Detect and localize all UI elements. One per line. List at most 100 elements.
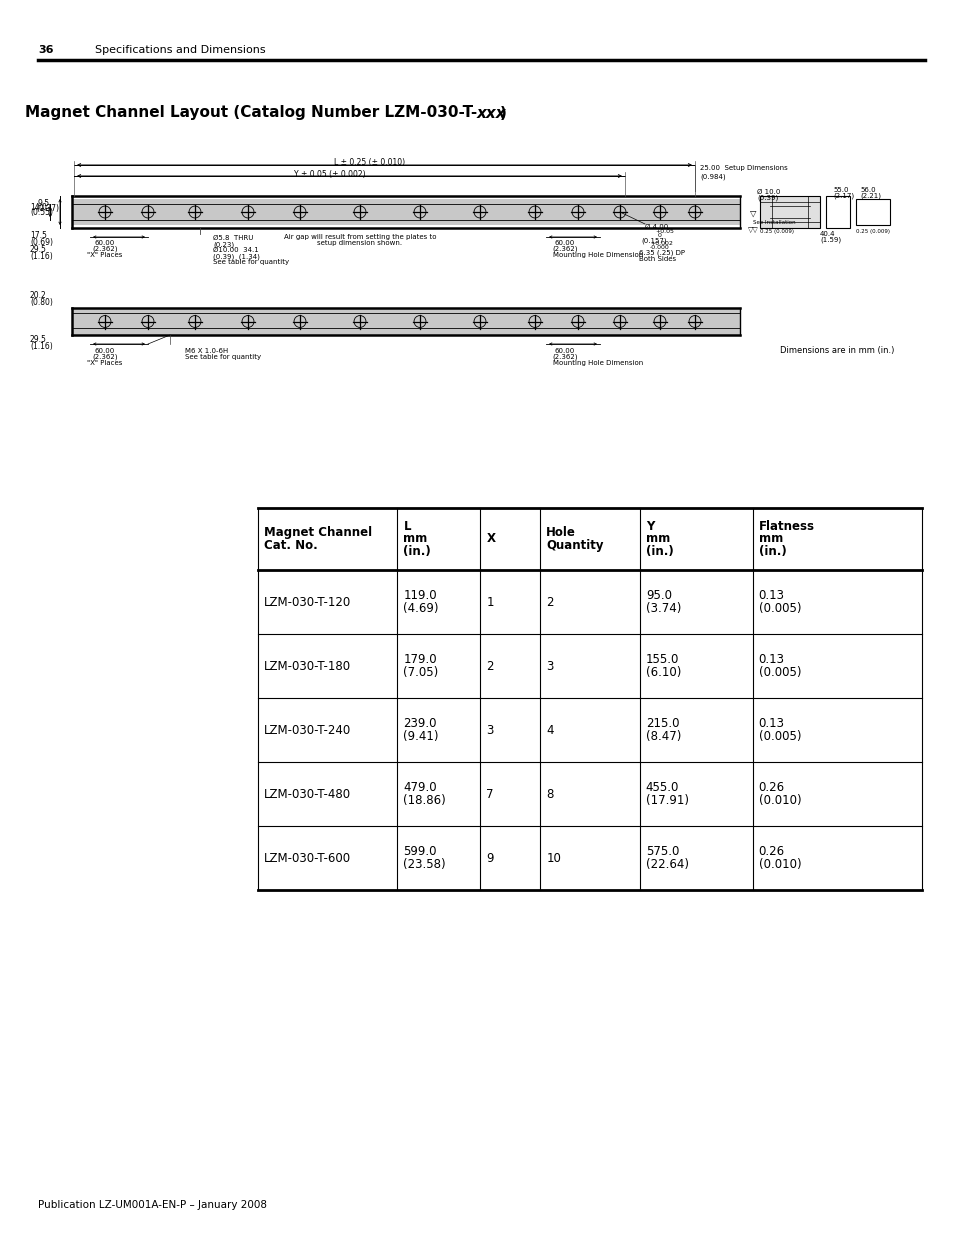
Text: Magnet Channel: Magnet Channel: [264, 526, 372, 538]
Text: 0.13: 0.13: [758, 589, 784, 601]
Text: "X" Places: "X" Places: [88, 252, 123, 258]
Text: See table for quantity: See table for quantity: [185, 354, 261, 359]
Text: Hole: Hole: [546, 526, 576, 538]
Text: X: X: [486, 532, 495, 546]
Text: 155.0: 155.0: [645, 653, 679, 666]
Text: (0.39): (0.39): [757, 195, 778, 201]
Text: LZM-030-T-240: LZM-030-T-240: [264, 724, 351, 736]
Text: 4: 4: [546, 724, 553, 736]
Text: LZM-030-T-480: LZM-030-T-480: [264, 788, 351, 800]
Text: (0.55): (0.55): [30, 209, 53, 217]
Text: Quantity: Quantity: [546, 538, 603, 552]
Text: mm: mm: [645, 532, 669, 546]
Text: Ø5.8  THRU: Ø5.8 THRU: [213, 235, 253, 241]
Text: Cat. No.: Cat. No.: [264, 538, 317, 552]
Text: Specifications and Dimensions: Specifications and Dimensions: [95, 44, 265, 56]
Text: LZM-030-T-180: LZM-030-T-180: [264, 659, 351, 673]
Text: 60.00: 60.00: [94, 240, 115, 246]
Text: 215.0: 215.0: [645, 718, 679, 730]
Bar: [71, 199, 740, 225]
Text: 25.00  Setup Dimensions: 25.00 Setup Dimensions: [700, 165, 787, 170]
Text: (23.58): (23.58): [403, 858, 446, 871]
Text: (0.984): (0.984): [700, 174, 725, 180]
Text: +0.002: +0.002: [649, 241, 672, 246]
Text: 455.0: 455.0: [645, 781, 679, 794]
Text: (1.16): (1.16): [30, 252, 52, 261]
Text: mm: mm: [403, 532, 427, 546]
Text: 0.13: 0.13: [758, 718, 784, 730]
Text: Y: Y: [645, 520, 654, 532]
Text: 60.00: 60.00: [555, 348, 575, 354]
Text: (2.362): (2.362): [552, 354, 578, 361]
Text: (2.21): (2.21): [859, 193, 880, 199]
Text: (22.64): (22.64): [645, 858, 688, 871]
Text: 10: 10: [546, 851, 560, 864]
Text: (in.): (in.): [758, 546, 785, 558]
Text: (8.47): (8.47): [645, 730, 680, 743]
Text: 9: 9: [486, 851, 494, 864]
Text: Ø 10.0: Ø 10.0: [757, 189, 780, 195]
Text: (2.362): (2.362): [552, 246, 578, 252]
Text: (17.91): (17.91): [645, 794, 688, 806]
Text: Dimensions are in mm (in.): Dimensions are in mm (in.): [780, 346, 893, 354]
Text: (4.69): (4.69): [403, 601, 438, 615]
Text: (0.37): (0.37): [36, 205, 59, 214]
Text: (0.157): (0.157): [640, 237, 666, 243]
Text: Magnet Channel Layout (Catalog Number LZM-030-T-: Magnet Channel Layout (Catalog Number LZ…: [25, 105, 476, 121]
Bar: [760, 196, 820, 228]
Text: mm: mm: [758, 532, 782, 546]
Text: 0.25 (0.009): 0.25 (0.009): [760, 230, 793, 235]
Text: (0.010): (0.010): [758, 794, 801, 806]
Text: 6.35 (.25) DP: 6.35 (.25) DP: [639, 249, 684, 257]
Text: (2.362): (2.362): [92, 246, 117, 252]
Text: xxx: xxx: [476, 105, 506, 121]
Text: 2: 2: [546, 595, 553, 609]
Text: 0.25 (0.009): 0.25 (0.009): [855, 230, 889, 235]
Text: 599.0: 599.0: [403, 845, 436, 858]
Text: "X" Places: "X" Places: [88, 359, 123, 366]
Text: ): ): [499, 105, 506, 121]
Text: Mounting Hole Dimension: Mounting Hole Dimension: [553, 359, 642, 366]
Text: 119.0: 119.0: [403, 589, 436, 601]
Text: Ø 4.00: Ø 4.00: [644, 224, 667, 230]
Text: 1: 1: [486, 595, 494, 609]
Text: 56.0: 56.0: [859, 186, 875, 193]
Text: See table for quantity: See table for quantity: [213, 259, 289, 266]
Text: (1.16): (1.16): [30, 342, 52, 351]
Text: 7: 7: [486, 788, 494, 800]
Text: M6 X 1.0-6H: M6 X 1.0-6H: [185, 348, 228, 354]
Text: 95.0: 95.0: [645, 589, 671, 601]
Text: ▽: ▽: [749, 209, 756, 217]
Text: 575.0: 575.0: [645, 845, 679, 858]
Text: Ø10.00  34.1: Ø10.00 34.1: [213, 247, 258, 253]
Text: 239.0: 239.0: [403, 718, 436, 730]
Text: 3: 3: [486, 724, 494, 736]
Text: -0.000: -0.000: [649, 245, 669, 249]
Text: 17.5: 17.5: [30, 231, 47, 241]
Text: 0.26: 0.26: [758, 781, 784, 794]
Text: (7.05): (7.05): [403, 666, 438, 679]
Text: 8: 8: [546, 788, 553, 800]
Text: (0.23): (0.23): [213, 241, 233, 247]
Text: 29.5: 29.5: [30, 336, 47, 345]
Text: +0.05: +0.05: [655, 228, 673, 233]
Text: LZM-030-T-600: LZM-030-T-600: [264, 851, 351, 864]
Text: 179.0: 179.0: [403, 653, 436, 666]
Bar: [825, 196, 849, 228]
Text: (0.005): (0.005): [758, 601, 801, 615]
Text: (in.): (in.): [645, 546, 673, 558]
Text: LZM-030-T-120: LZM-030-T-120: [264, 595, 351, 609]
Text: L ± 0.25 (± 0.010): L ± 0.25 (± 0.010): [335, 158, 405, 168]
Text: (9.41): (9.41): [403, 730, 438, 743]
Text: 479.0: 479.0: [403, 781, 436, 794]
Text: 0.13: 0.13: [758, 653, 784, 666]
Text: (0.80): (0.80): [30, 298, 52, 306]
Text: Y ± 0.05 (± 0.002): Y ± 0.05 (± 0.002): [294, 169, 365, 179]
Text: Publication LZ-UM001A-EN-P – January 2008: Publication LZ-UM001A-EN-P – January 200…: [38, 1200, 267, 1210]
Text: (0.69): (0.69): [30, 237, 53, 247]
Text: 29.5: 29.5: [30, 246, 47, 254]
Text: 9.5: 9.5: [38, 200, 51, 209]
Text: (18.86): (18.86): [403, 794, 446, 806]
Text: Mounting Hole Dimension: Mounting Hole Dimension: [553, 252, 642, 258]
Text: 60.00: 60.00: [94, 348, 115, 354]
